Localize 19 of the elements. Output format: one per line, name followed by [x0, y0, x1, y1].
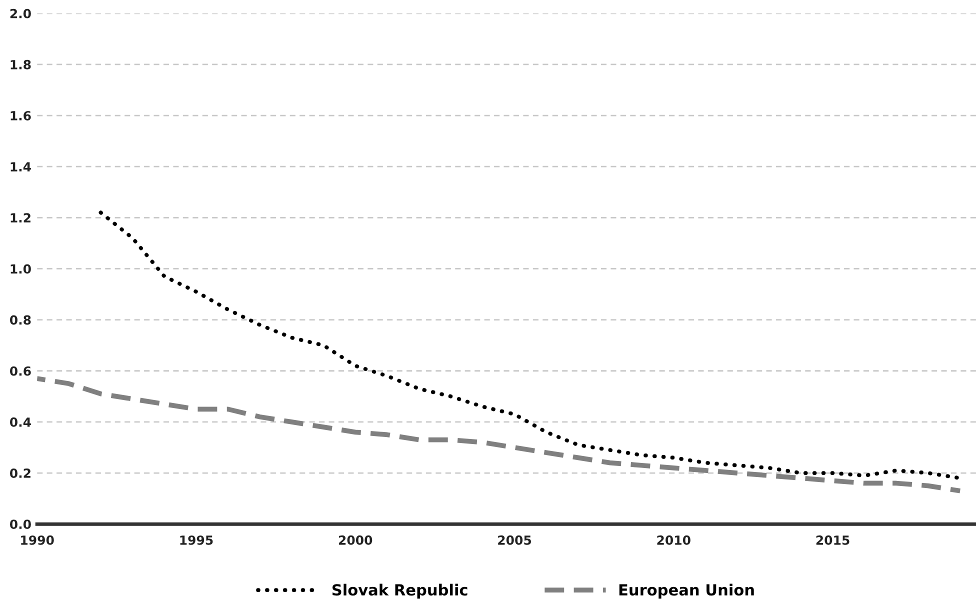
legend-label: Slovak Republic [332, 584, 468, 599]
y-tick-label: 0.2 [10, 468, 30, 478]
legend-label: European Union [619, 584, 754, 599]
y-tick-label: 0.6 [10, 366, 31, 376]
y-tick-label: 0.4 [10, 417, 31, 427]
y-tick-label: 0.8 [10, 315, 31, 325]
x-tick-label: 2010 [657, 535, 690, 545]
x-tick-label: 1995 [180, 535, 213, 545]
y-tick-label: 1.6 [10, 111, 31, 120]
x-tick-label: 1990 [21, 535, 54, 545]
y-tick-label: 2.0 [10, 8, 31, 18]
y-tick-label: 0.0 [10, 520, 31, 530]
y-tick-label: 1.2 [10, 213, 30, 222]
x-tick-label: 2005 [498, 535, 532, 545]
y-tick-label: 1.0 [10, 264, 31, 274]
x-tick-label: 2000 [338, 535, 372, 545]
y-tick-label: 1.8 [10, 60, 31, 70]
x-tick-label: 2015 [816, 535, 850, 545]
y-tick-label: 1.4 [10, 162, 31, 172]
